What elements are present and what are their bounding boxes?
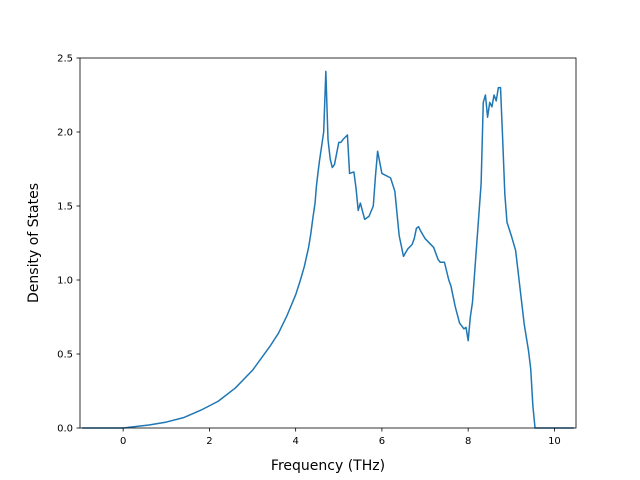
dos-line-0: [82, 70, 574, 429]
plot-frame: [79, 57, 577, 429]
y-tick-label: 2.5: [57, 54, 73, 65]
x-tick-label: 8: [465, 436, 471, 447]
y-tick-label: 0.5: [57, 350, 73, 361]
x-tick-label: 2: [206, 436, 212, 447]
x-tick-label: 6: [379, 436, 385, 447]
y-axis-label: Density of States: [26, 183, 42, 303]
x-tick-label: 10: [548, 436, 561, 447]
y-tick-label: 1.0: [57, 276, 73, 287]
x-axis-label: Frequency (THz): [271, 458, 385, 474]
y-tick-label: 0.0: [57, 424, 73, 435]
x-tick-label: 4: [292, 436, 298, 447]
y-tick-label: 1.5: [57, 202, 73, 213]
x-tick-label: 0: [120, 436, 126, 447]
y-tick-label: 2.0: [57, 128, 73, 139]
